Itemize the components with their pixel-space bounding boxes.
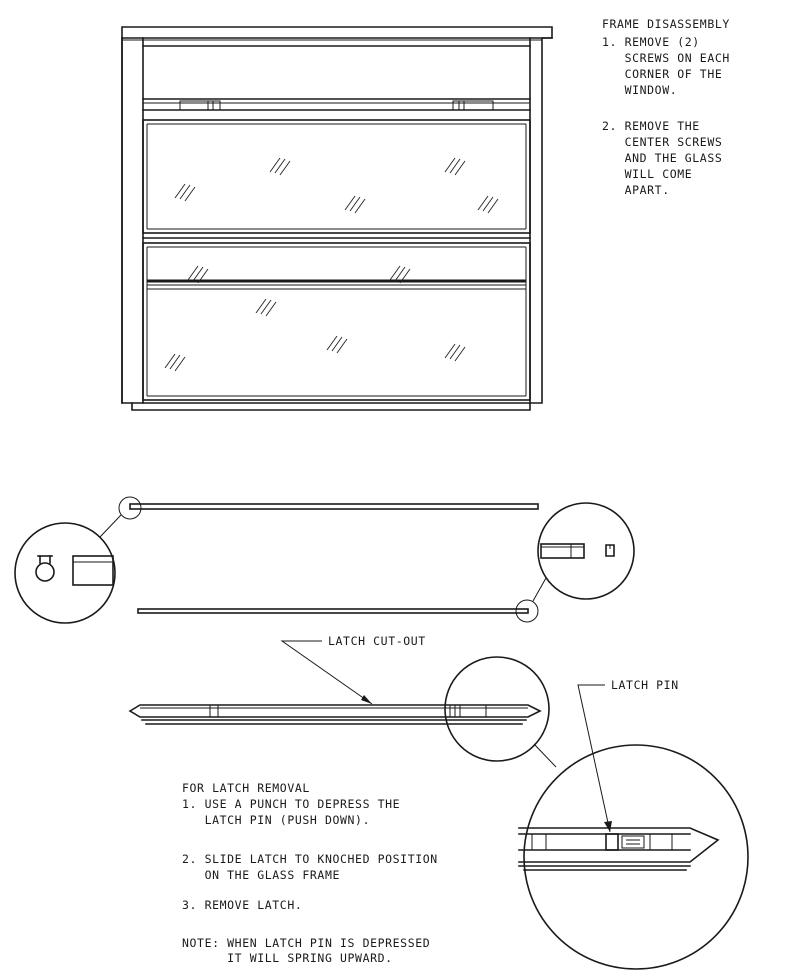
latch-zoom-circle — [444, 656, 550, 762]
latch-pin-detail — [518, 744, 749, 970]
detail-circle-small-left — [118, 496, 142, 520]
frame-disassembly-line: CORNER OF THE — [602, 67, 722, 81]
detail-circle-right — [537, 502, 635, 600]
right-corner-detail — [532, 502, 635, 602]
latch-removal-line: LATCH PIN (PUSH DOWN). — [182, 813, 370, 827]
latch-pin-detail-circle — [523, 744, 749, 970]
latch-removal-heading: FOR LATCH REMOVAL — [182, 781, 310, 795]
latch-removal-line: 1. USE A PUNCH TO DEPRESS THE — [182, 797, 400, 811]
frame-disassembly-line: 1. REMOVE (2) — [602, 35, 700, 49]
upper-glass-panel — [142, 119, 531, 234]
latch-pin-label: LATCH PIN — [611, 678, 679, 692]
lower-glass-edge-view — [137, 599, 539, 623]
frame-disassembly-line: AND THE GLASS — [602, 151, 722, 165]
upper-glass-edge-view — [118, 496, 539, 520]
latch-cutout-label: LATCH CUT-OUT — [328, 634, 426, 648]
lower-glass-panel — [142, 242, 531, 401]
latch-removal-line: 3. REMOVE LATCH. — [182, 898, 302, 912]
window-frame-front-view — [121, 26, 553, 411]
latch-pin — [605, 833, 619, 851]
top-latch-rail — [142, 98, 531, 111]
latch-removal-line: 2. SLIDE LATCH TO KNOCHED POSITION — [182, 852, 438, 866]
latch-rail-side-view — [128, 704, 542, 725]
detail-circle-small-right — [515, 599, 539, 623]
frame-disassembly-line: WILL COME — [602, 167, 692, 181]
screw-icon — [35, 562, 55, 582]
latch-cutout-leader — [280, 640, 373, 705]
latch-removal-note: NOTE: WHEN LATCH PIN IS DEPRESSED — [182, 936, 430, 950]
glass-reflection-marks — [164, 157, 499, 372]
frame-disassembly-line: APART. — [602, 183, 670, 197]
left-corner-detail — [14, 514, 122, 624]
latch-removal-line: ON THE GLASS FRAME — [182, 868, 340, 882]
latch-pin-leader — [577, 684, 612, 833]
frame-disassembly-heading: FRAME DISASSEMBLY — [602, 17, 730, 31]
frame-disassembly-line: WINDOW. — [602, 83, 677, 97]
frame-disassembly-line: CENTER SCREWS — [602, 135, 722, 149]
latch-removal-note: IT WILL SPRING UPWARD. — [182, 951, 393, 965]
frame-disassembly-line: SCREWS ON EACH — [602, 51, 730, 65]
frame-disassembly-line: 2. REMOVE THE — [602, 119, 700, 133]
zoom-connector-line — [533, 743, 557, 768]
detail-circle-left — [14, 522, 116, 624]
